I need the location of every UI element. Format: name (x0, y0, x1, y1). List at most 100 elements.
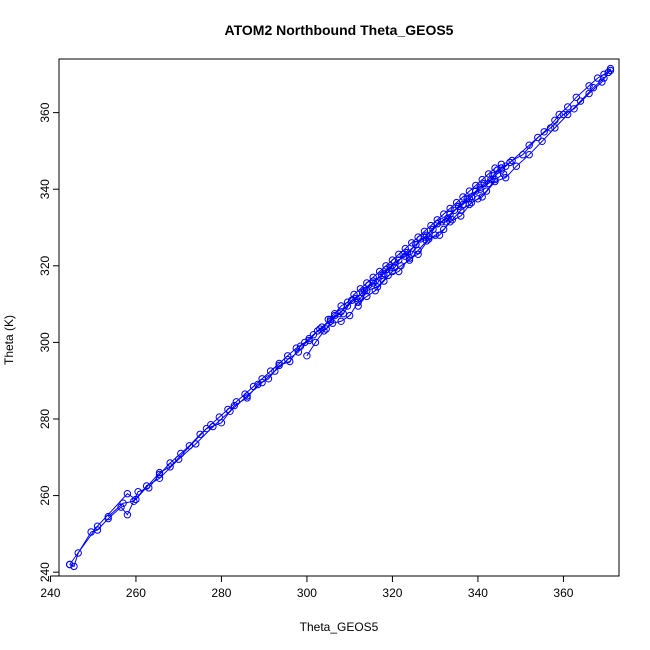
series-line (69, 68, 611, 568)
data-point (226, 407, 234, 415)
data-series (66, 64, 615, 571)
data-point (491, 177, 499, 186)
data-point (598, 78, 606, 86)
data-point (459, 193, 467, 201)
y-tick-label: 340 (38, 179, 52, 199)
data-point (446, 204, 454, 213)
x-tick-label: 320 (382, 586, 402, 600)
data-point (606, 64, 615, 73)
data-point (328, 319, 337, 327)
data-point (401, 244, 409, 253)
data-point (422, 231, 431, 239)
data-series (354, 74, 608, 310)
data-point (538, 137, 546, 146)
y-tick-label: 240 (38, 562, 52, 582)
data-point (337, 308, 345, 316)
data-point (309, 331, 318, 339)
data-point (275, 361, 283, 370)
data-point (202, 424, 211, 433)
data-series (66, 66, 615, 569)
data-point (427, 221, 435, 230)
series-line (357, 77, 605, 307)
data-point (497, 160, 506, 169)
data-point (467, 198, 476, 207)
y-tick-label: 360 (38, 102, 52, 122)
data-point (343, 298, 352, 306)
data-point (123, 511, 132, 519)
x-tick-label: 280 (211, 586, 231, 600)
x-tick-label: 360 (553, 586, 573, 600)
data-point (66, 560, 74, 569)
data-point (606, 66, 615, 75)
data-point (388, 256, 397, 264)
data-point (258, 378, 266, 387)
data-point (324, 315, 332, 324)
data-point (414, 233, 422, 241)
data-point (572, 93, 580, 102)
data-point (311, 338, 320, 347)
series-line (69, 70, 611, 565)
data-point (502, 162, 510, 170)
data-point (337, 302, 345, 310)
data-point (420, 227, 429, 236)
data-point (405, 254, 414, 262)
data-point (435, 231, 444, 239)
data-point (93, 522, 102, 530)
data-point (132, 495, 140, 504)
data-point (331, 310, 339, 318)
data-point (425, 235, 433, 243)
data-point (395, 267, 403, 276)
x-tick-label: 240 (40, 586, 60, 600)
data-point (155, 474, 164, 482)
data-point (440, 225, 448, 234)
data-point (576, 97, 585, 105)
x-axis: 240 260 280 300 320 340 360 (40, 575, 574, 600)
data-point (559, 110, 568, 119)
data-point (326, 315, 335, 324)
x-axis-label: Theta_GEOS5 (300, 620, 379, 634)
data-point (433, 216, 441, 224)
data-point (382, 262, 390, 270)
data-point (440, 210, 448, 218)
data-point (294, 348, 303, 356)
data-point (457, 212, 465, 220)
data-point (155, 468, 164, 477)
data-point (339, 310, 347, 318)
data-point (474, 195, 482, 203)
data-point (422, 237, 431, 245)
x-tick-label: 300 (297, 586, 317, 600)
data-point (414, 250, 422, 259)
data-point (455, 202, 463, 211)
data-point (401, 252, 409, 260)
y-tick-label: 280 (38, 409, 52, 429)
data-point (497, 166, 506, 174)
data-point (534, 133, 542, 142)
data-point (243, 394, 251, 402)
data-point (130, 497, 138, 505)
data-point (350, 290, 358, 299)
data-point (356, 285, 365, 293)
data-point (446, 218, 454, 226)
data-point (166, 463, 174, 471)
data-point (555, 110, 563, 119)
data-point (484, 170, 493, 178)
data-series (104, 158, 514, 521)
data-point (320, 327, 328, 335)
y-tick-label: 320 (38, 255, 52, 275)
data-point (305, 334, 313, 343)
y-tick-label: 300 (38, 332, 52, 352)
data-point (363, 279, 371, 287)
series-layer (66, 64, 615, 571)
data-point (482, 187, 491, 195)
data-point (70, 562, 78, 571)
data-point (230, 401, 239, 410)
data-point (472, 181, 480, 190)
data-point (119, 499, 127, 507)
data-point (546, 124, 555, 132)
data-point (478, 193, 486, 201)
chart-title: ATOM2 Northbound Theta_GEOS5 (225, 22, 454, 38)
data-point (380, 269, 388, 278)
data-point (540, 128, 548, 136)
